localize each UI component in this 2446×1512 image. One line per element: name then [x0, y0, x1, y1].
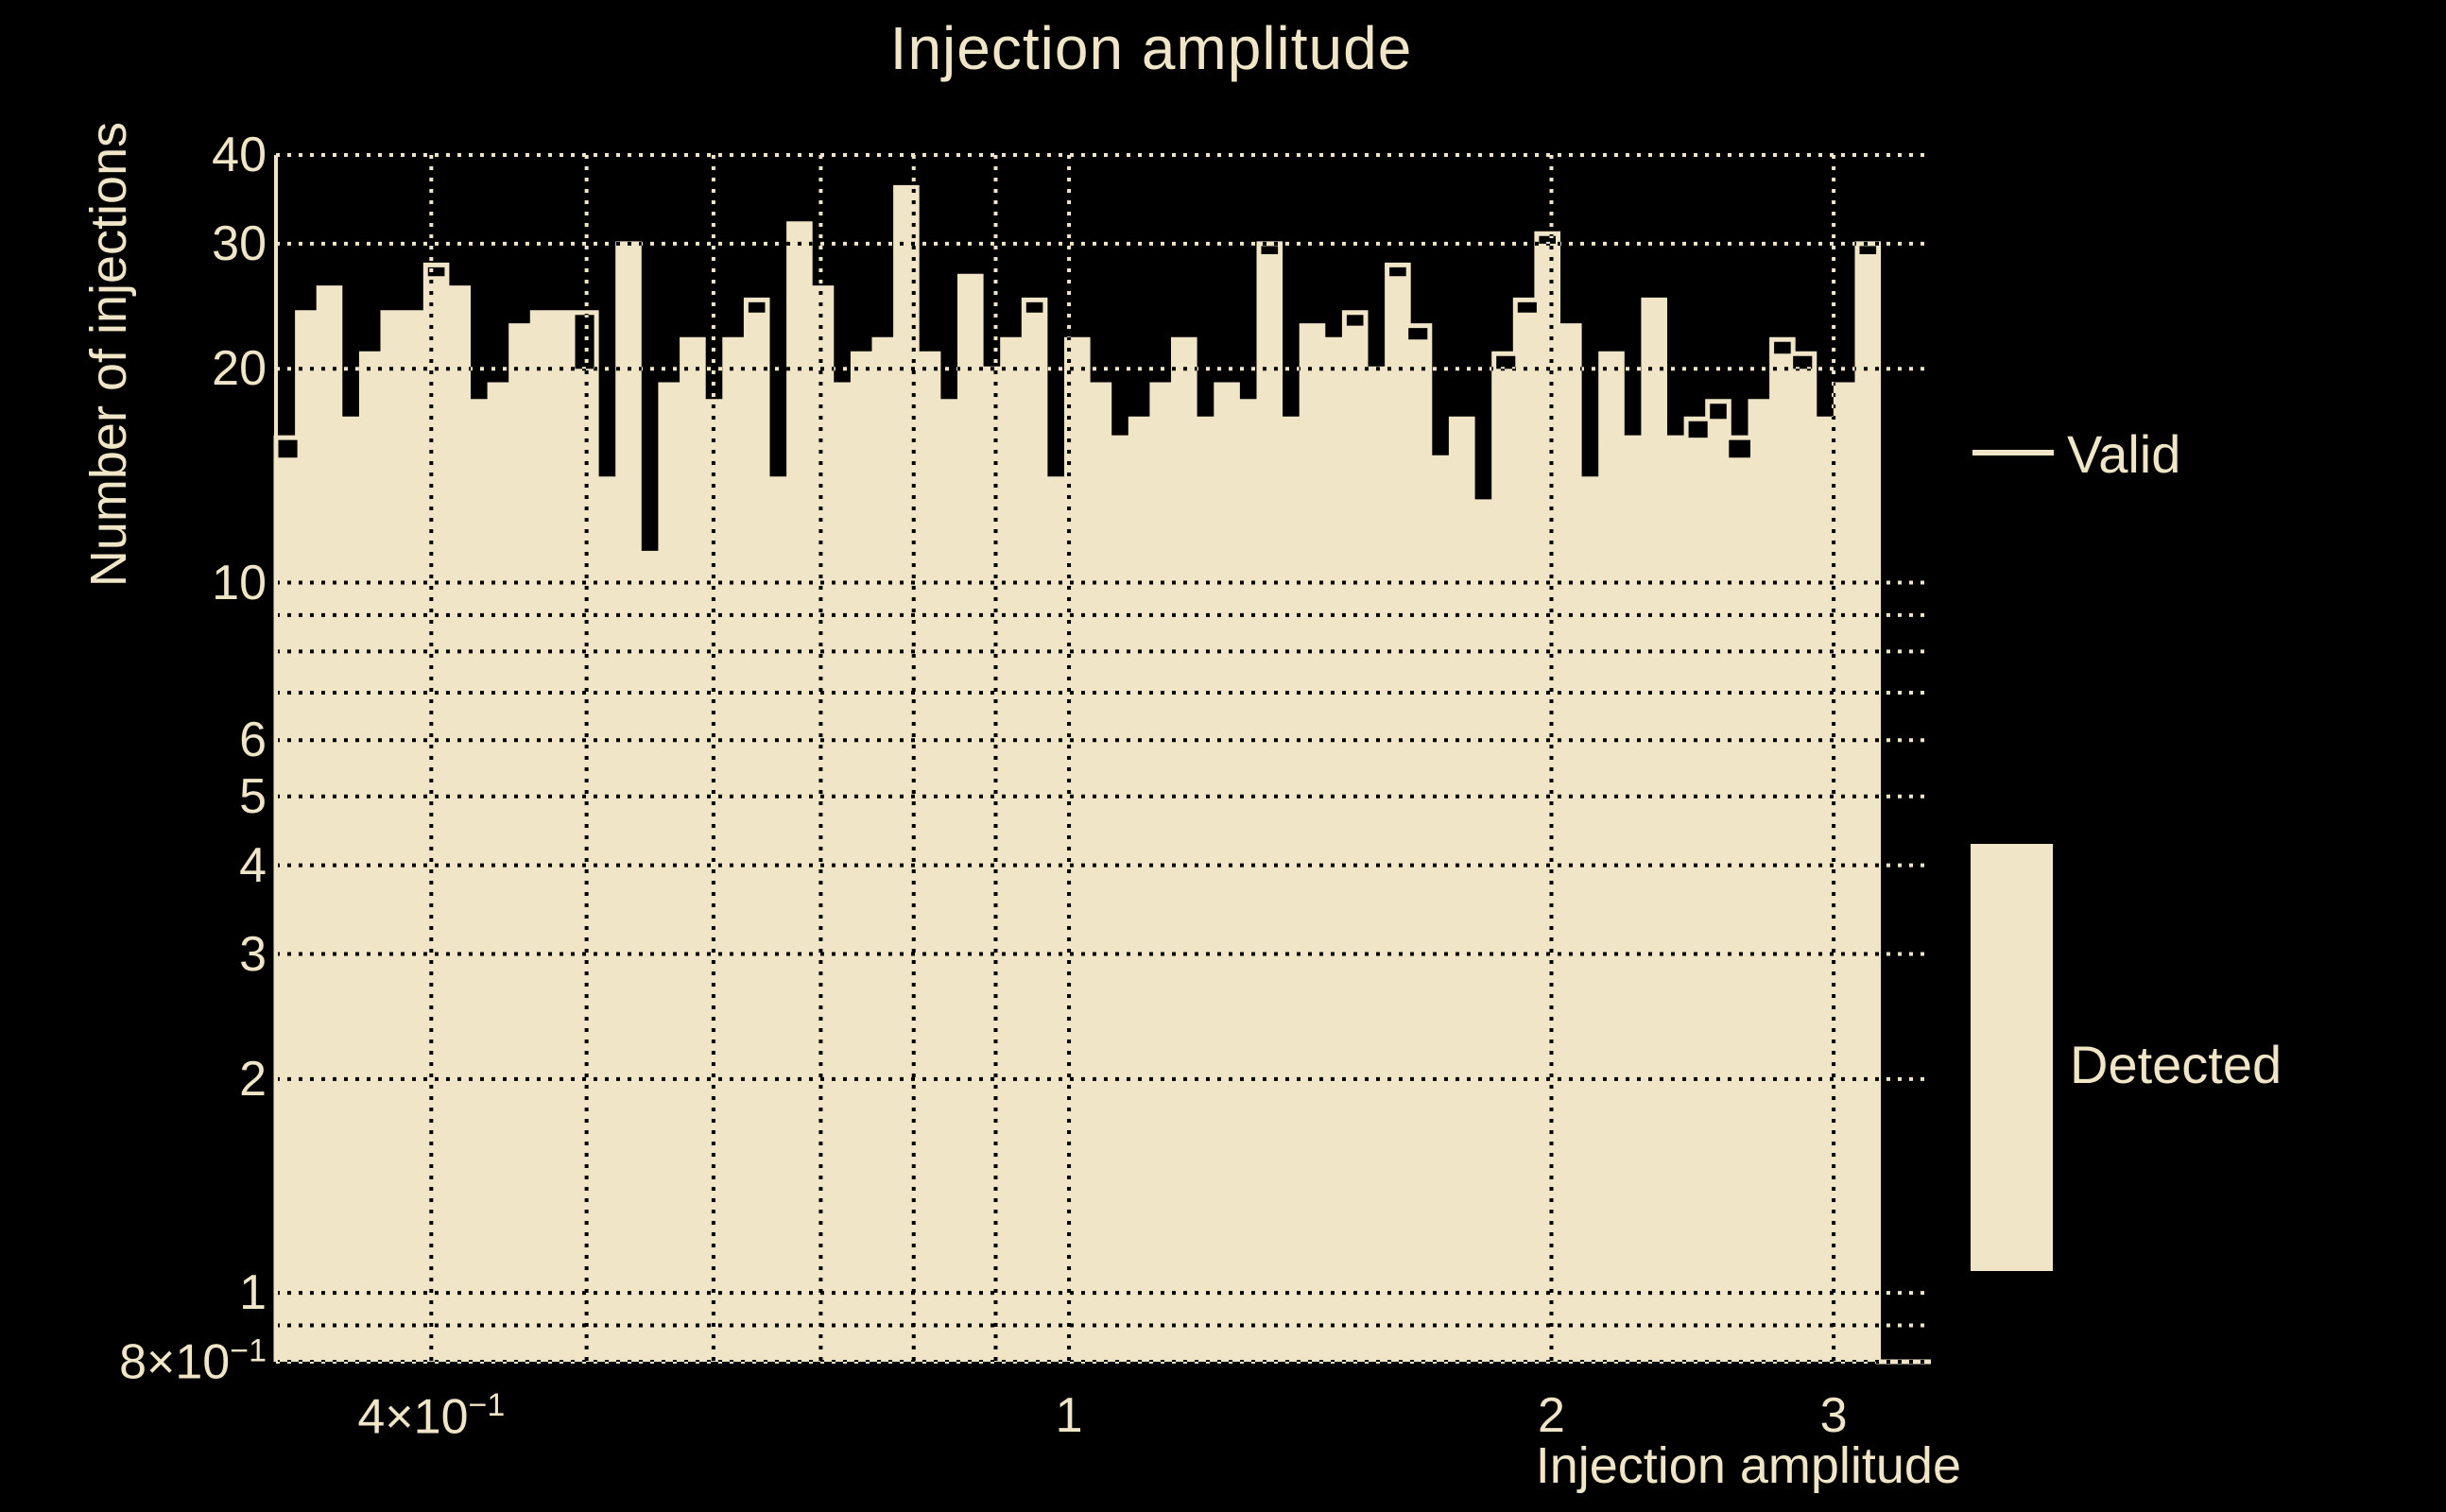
legend-valid-label: Valid [2067, 424, 2181, 484]
y-tick-label: 5 [239, 768, 267, 824]
y-tick-label: 10 [212, 555, 267, 610]
x-tick-label: 1 [1055, 1388, 1083, 1443]
gridlines [276, 153, 1931, 1364]
x-axis-label: Injection amplitude [1535, 1437, 1961, 1494]
x-tick-label: 3 [1819, 1388, 1848, 1443]
y-axis-label: Number of injections [80, 121, 137, 588]
y-tick-label: 6 [239, 713, 267, 768]
y-tick-label: 4 [239, 837, 267, 893]
y-tick-label: 1 [239, 1265, 267, 1321]
legend-detected-label: Detected [2070, 1035, 2282, 1094]
detected-histogram-area [276, 187, 1879, 1362]
y-tick-label: 20 [212, 341, 267, 397]
x-tick-label: 4×10−1 [357, 1387, 506, 1445]
valid-histogram-outline [273, 184, 1931, 1365]
y-tick-label: 30 [212, 215, 267, 271]
y-tick-label: 8×10−1 [119, 1332, 267, 1390]
chart-title: Injection amplitude [889, 14, 1413, 82]
y-tick-label: 2 [239, 1051, 267, 1107]
legend-detected-box-marker [1971, 844, 2053, 1271]
y-tick-label: 40 [212, 128, 267, 182]
y-tick-label: 3 [239, 926, 267, 982]
legend-valid-line-marker [1972, 450, 2054, 455]
x-tick-label: 2 [1538, 1388, 1565, 1443]
